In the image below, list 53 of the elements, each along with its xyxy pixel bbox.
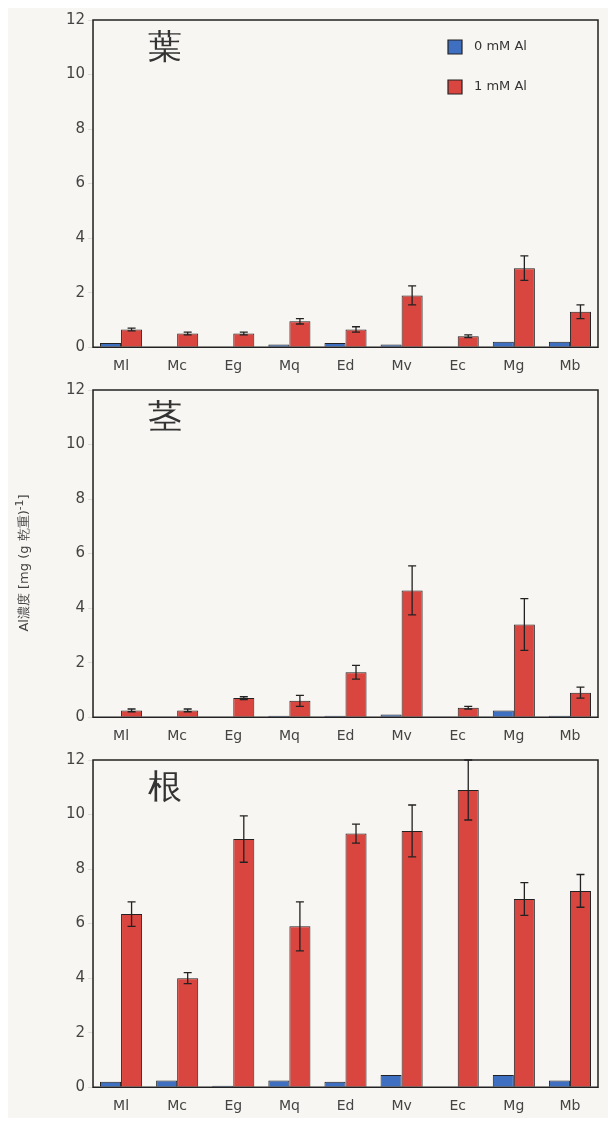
x-tick-label: Mb xyxy=(559,727,581,744)
y-tick-label: 2 xyxy=(75,1022,85,1041)
y-tick-label: 0 xyxy=(75,1077,85,1096)
x-tick-label: Ml xyxy=(113,727,130,744)
x-tick-label: Mg xyxy=(503,1097,525,1114)
y-tick-label: 12 xyxy=(65,379,85,398)
legend-label: 0 mM Al xyxy=(474,38,527,54)
x-tick-label: Mv xyxy=(391,357,412,374)
x-tick-label: Ed xyxy=(336,1097,355,1114)
x-tick-label: Mc xyxy=(167,727,188,744)
y-tick-label: 0 xyxy=(75,337,85,356)
y-tick-label: 12 xyxy=(65,749,85,768)
y-tick-label: 8 xyxy=(75,488,85,507)
y-tick-label: 2 xyxy=(75,282,85,301)
x-tick-label: Ec xyxy=(449,357,466,374)
x-tick-label: Ec xyxy=(449,727,466,744)
annotation: 根 xyxy=(148,767,182,806)
x-tick-label: Mq xyxy=(278,1097,300,1114)
x-tick-label: Eg xyxy=(224,357,243,374)
x-tick-label: Mg xyxy=(503,727,525,744)
legend-label: 1 mM Al xyxy=(474,78,527,94)
x-tick-label: Ed xyxy=(336,727,355,744)
y-tick-label: 2 xyxy=(75,652,85,671)
y-tick-label: 6 xyxy=(75,173,85,192)
x-tick-label: Mq xyxy=(278,727,300,744)
x-tick-label: Ml xyxy=(113,1097,130,1114)
y-tick-label: 6 xyxy=(75,543,85,562)
x-tick-label: Mc xyxy=(167,1097,188,1114)
annotation: 葉 xyxy=(148,27,182,66)
x-tick-label: Mc xyxy=(167,357,188,374)
y-tick-label: 10 xyxy=(65,434,85,453)
y-tick-label: 4 xyxy=(75,968,85,987)
x-tick-label: Eg xyxy=(224,1097,243,1114)
y-tick-label: 0 xyxy=(75,707,85,726)
x-tick-label: Ed xyxy=(336,357,355,374)
x-tick-label: Ec xyxy=(449,1097,466,1114)
x-tick-label: Mv xyxy=(391,727,412,744)
y-tick-label: 8 xyxy=(75,118,85,137)
x-tick-label: Mb xyxy=(559,1097,581,1114)
x-tick-label: Eg xyxy=(224,727,243,744)
x-tick-label: Ml xyxy=(113,357,130,374)
x-tick-label: Mq xyxy=(278,357,300,374)
y-tick-label: 12 xyxy=(65,9,85,28)
y-tick-label: 6 xyxy=(75,913,85,932)
y-tick-label: 10 xyxy=(65,64,85,83)
y-tick-label: 4 xyxy=(75,228,85,247)
x-tick-label: Mb xyxy=(559,357,581,374)
y-tick-label: 8 xyxy=(75,858,85,877)
annotation: 茎 xyxy=(148,397,182,436)
y-tick-label: 10 xyxy=(65,804,85,823)
x-tick-label: Mv xyxy=(391,1097,412,1114)
y-tick-label: 4 xyxy=(75,598,85,617)
x-tick-label: Mg xyxy=(503,357,525,374)
